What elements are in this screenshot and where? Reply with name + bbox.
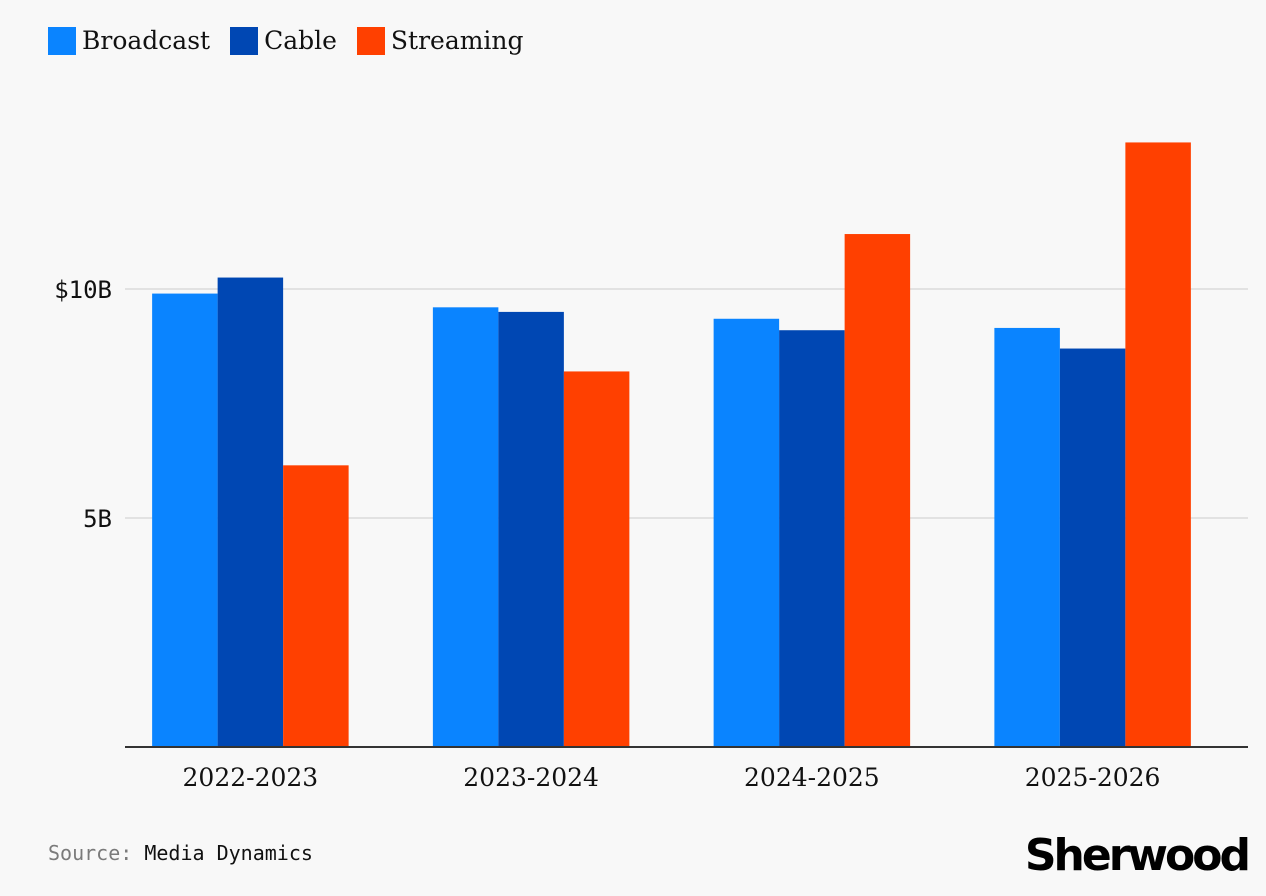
source-value: Media Dynamics — [144, 841, 313, 865]
bar-broadcast-2023-2024 — [432, 307, 499, 747]
legend-item-streaming: Streaming — [356, 26, 524, 55]
bar-streaming-2024-2025 — [844, 234, 911, 748]
bar-streaming-2022-2023 — [283, 465, 349, 747]
x-tick-label: 2025-2026 — [1025, 763, 1161, 792]
legend-item-broadcast: Broadcast — [48, 26, 210, 55]
x-tick-label: 2022-2023 — [183, 763, 319, 792]
bar-streaming-2023-2024 — [563, 371, 630, 747]
axes: 5B $10B 2022-2023 2023-2024 2024-2025 2025-20… — [54, 276, 1248, 792]
legend-swatch-streaming — [356, 26, 385, 55]
legend-label-cable: Cable — [264, 26, 337, 55]
legend-label-streaming: Streaming — [390, 26, 524, 55]
sherwood-logo: Sherwood — [1024, 830, 1251, 881]
bars — [152, 142, 1191, 748]
bar-cable-2023-2024 — [498, 311, 564, 747]
source-label: Source: — [48, 841, 133, 865]
source-note: Source: Media Dynamics — [48, 841, 313, 865]
bar-cable-2022-2023 — [217, 277, 284, 747]
legend-swatch-cable — [230, 26, 259, 55]
legend-item-cable: Cable — [230, 26, 337, 55]
legend-swatch-broadcast — [48, 26, 76, 55]
y-tick-label: 5B — [83, 505, 112, 533]
bar-cable-2024-2025 — [779, 330, 845, 747]
bar-broadcast-2022-2023 — [152, 293, 218, 747]
x-tick-label: 2024-2025 — [744, 763, 880, 792]
legend-label-broadcast: Broadcast — [82, 26, 211, 55]
bar-broadcast-2025-2026 — [994, 327, 1060, 747]
x-tick-label: 2023-2024 — [463, 763, 599, 792]
bar-broadcast-2024-2025 — [713, 318, 780, 747]
chart-legend: Broadcast Cable Streaming — [48, 26, 544, 55]
y-tick-label: $10B — [54, 276, 112, 304]
bar-streaming-2025-2026 — [1125, 142, 1191, 747]
bar-cable-2025-2026 — [1059, 348, 1126, 747]
